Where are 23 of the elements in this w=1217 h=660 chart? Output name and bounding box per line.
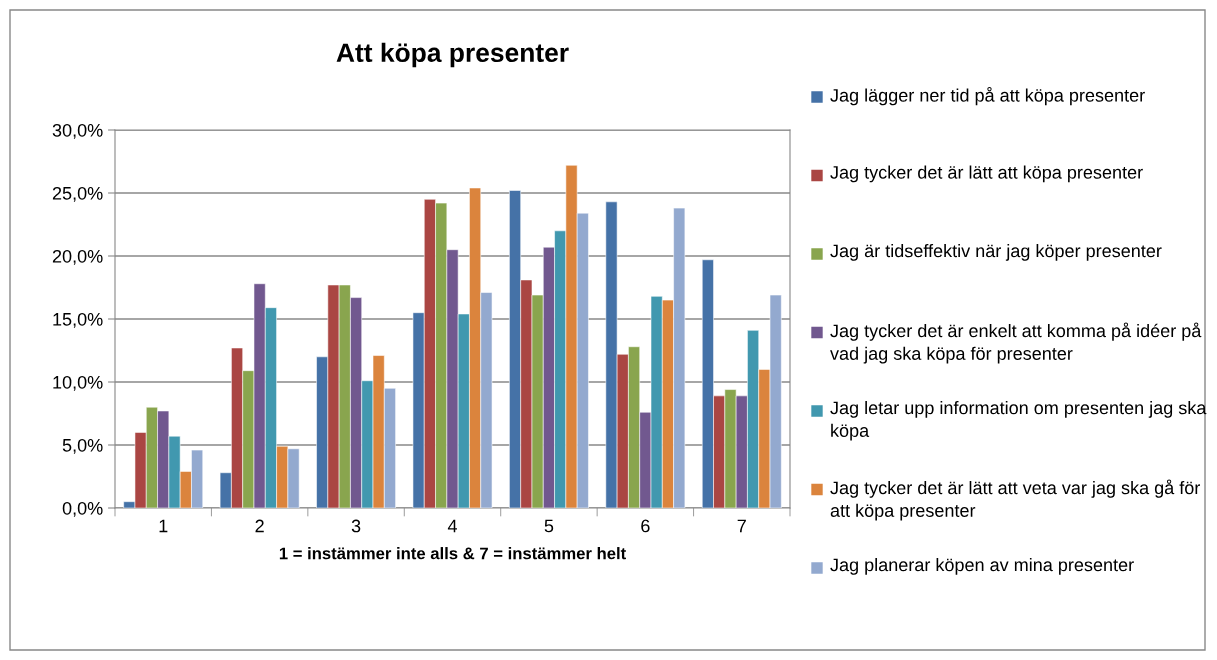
chart-title: Att köpa presenter	[336, 42, 569, 68]
legend-label: Jag tycker det är lätt att veta var jag ska gå för att köpa presenter	[830, 479, 1201, 521]
y-tick-label: 0,0%	[62, 501, 103, 517]
x-tick-label: 3	[351, 519, 361, 533]
y-tick-label: 25,0%	[52, 186, 103, 202]
y-tick-label: 15,0%	[53, 312, 103, 328]
legend-label: Jag planerar köpen av mina presenter	[830, 558, 1134, 575]
legend-label: Jag lägger ner tid på att köpa presenter	[830, 87, 1145, 106]
x-tick-label: 7	[737, 519, 746, 533]
y-tick-label: 10,0%	[53, 375, 103, 391]
y-tick-label: 5,0%	[62, 438, 103, 454]
y-tick-label: 30,0%	[52, 123, 103, 139]
legend-label: Jag letar upp information om presenten jag ska köpa	[830, 401, 1207, 441]
legend-label: Jag tycker det är enkelt att komma på idéer på vad jag ska köpa för presenter	[830, 322, 1202, 364]
x-axis-title: 1 = instämmer inte alls & 7 = instämmer helt	[279, 547, 626, 560]
y-tick-label: 20,0%	[52, 249, 103, 265]
x-tick-label: 6	[641, 519, 650, 533]
x-tick-label: 2	[255, 519, 264, 533]
legend-label: Jag tycker det är lätt att köpa presenter	[830, 165, 1143, 183]
x-tick-label: 5	[544, 519, 554, 533]
x-tick-label: 1	[159, 519, 168, 533]
legend-label: Jag är tidseffektiv när jag köper presenter	[830, 244, 1162, 261]
x-tick-label: 4	[447, 519, 457, 533]
